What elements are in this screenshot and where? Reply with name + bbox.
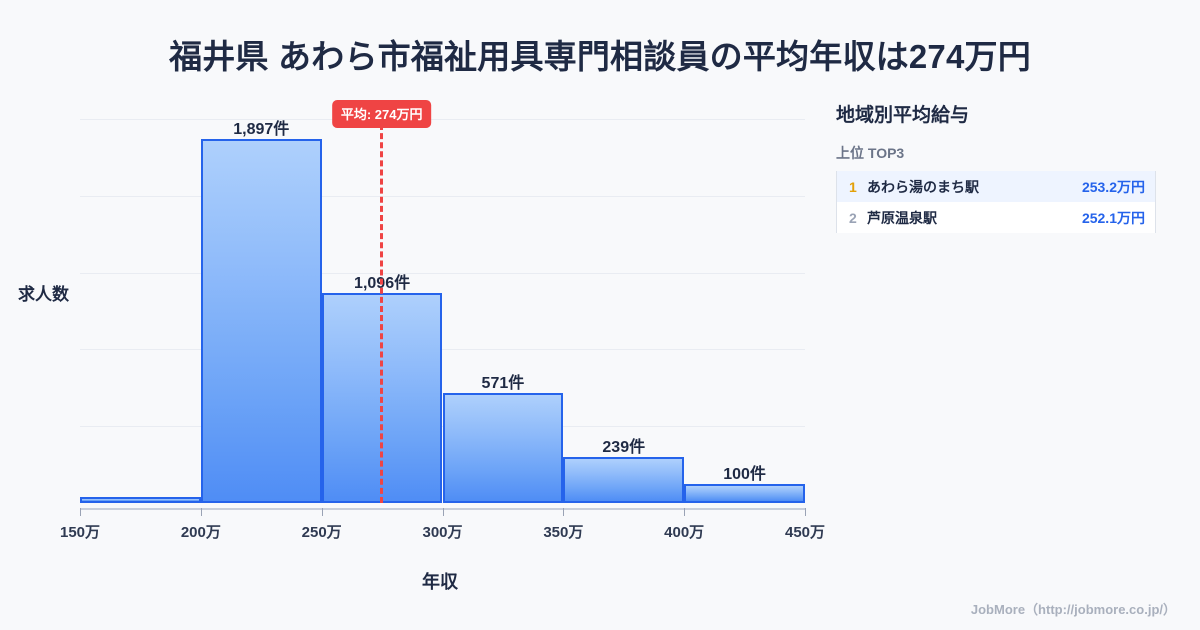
y-axis-title: 求人数: [18, 285, 69, 304]
rank-salary-value: 252.1万円: [1081, 209, 1145, 226]
gridline: [80, 349, 805, 351]
gridline: [80, 272, 805, 274]
x-axis-title: 年収: [422, 572, 458, 592]
x-axis-tick-label: 350万: [543, 524, 584, 541]
x-axis-tick: [321, 508, 323, 516]
rank-number: 1: [849, 178, 857, 195]
x-axis-tick: [442, 508, 444, 516]
rank-area-name: あわら湯のまち駅: [867, 178, 979, 195]
x-axis-tick: [684, 508, 686, 516]
footer-attribution: JobMore（http://jobmore.co.jp/）: [970, 602, 1176, 617]
gridline: [80, 195, 805, 197]
sidebar-subtitle: 上位 TOP3: [836, 145, 905, 161]
average-badge: 平均: 274万円: [331, 100, 432, 128]
bar-value-label: 100件: [723, 465, 766, 483]
rank-number: 2: [849, 209, 857, 226]
histogram-chart: 1,897件 1,096件 571件 239件 100件 平均: 274万円: [0, 95, 820, 595]
bar: [442, 393, 564, 503]
page-title: 福井県 あわら市福祉用具専門相談員の平均年収は274万円: [169, 38, 1031, 75]
plot-area: 1,897件 1,096件 571件 239件 100件 平均: 274万円: [80, 100, 805, 503]
bar: [684, 483, 805, 503]
x-axis-tick-label: 250万: [301, 524, 342, 541]
average-line: [379, 124, 383, 503]
x-axis-tick-label: 450万: [784, 524, 826, 541]
sidebar-title: 地域別平均給与: [836, 105, 970, 126]
bar: [563, 457, 685, 503]
rank-area-name: 芦原温泉駅: [867, 209, 937, 226]
x-axis-tick: [80, 508, 81, 516]
rank-list: 1 あわら湯のまち駅 253.2万円 2 芦原温泉駅 252.1万円: [836, 171, 1156, 233]
x-axis-tick-label: 300万: [422, 524, 463, 541]
x-axis-tick: [200, 508, 202, 516]
bar-value-label: 239件: [602, 439, 646, 457]
x-axis-tick-label: 150万: [59, 524, 101, 541]
regional-salary-sidebar: 地域別平均給与 上位 TOP3 1 あわら湯のまち駅 253.2万円 2 芦原温泉駅 25…: [836, 100, 1166, 233]
x-axis-tick: [805, 508, 806, 516]
gridline: [80, 119, 805, 121]
x-axis-tick-label: 200万: [180, 524, 221, 541]
rank-salary-value: 253.2万円: [1081, 178, 1145, 195]
bar: [200, 138, 322, 503]
rank-row[interactable]: 2 芦原温泉駅 252.1万円: [837, 202, 1155, 233]
x-axis-tick: [563, 508, 565, 516]
bar: [80, 497, 201, 503]
bar-value-label: 571件: [481, 375, 525, 393]
x-axis-tick-label: 400万: [664, 524, 705, 541]
rank-row[interactable]: 1 あわら湯のまち駅 253.2万円: [837, 171, 1155, 202]
bar-value-label: 1,897件: [233, 120, 290, 138]
